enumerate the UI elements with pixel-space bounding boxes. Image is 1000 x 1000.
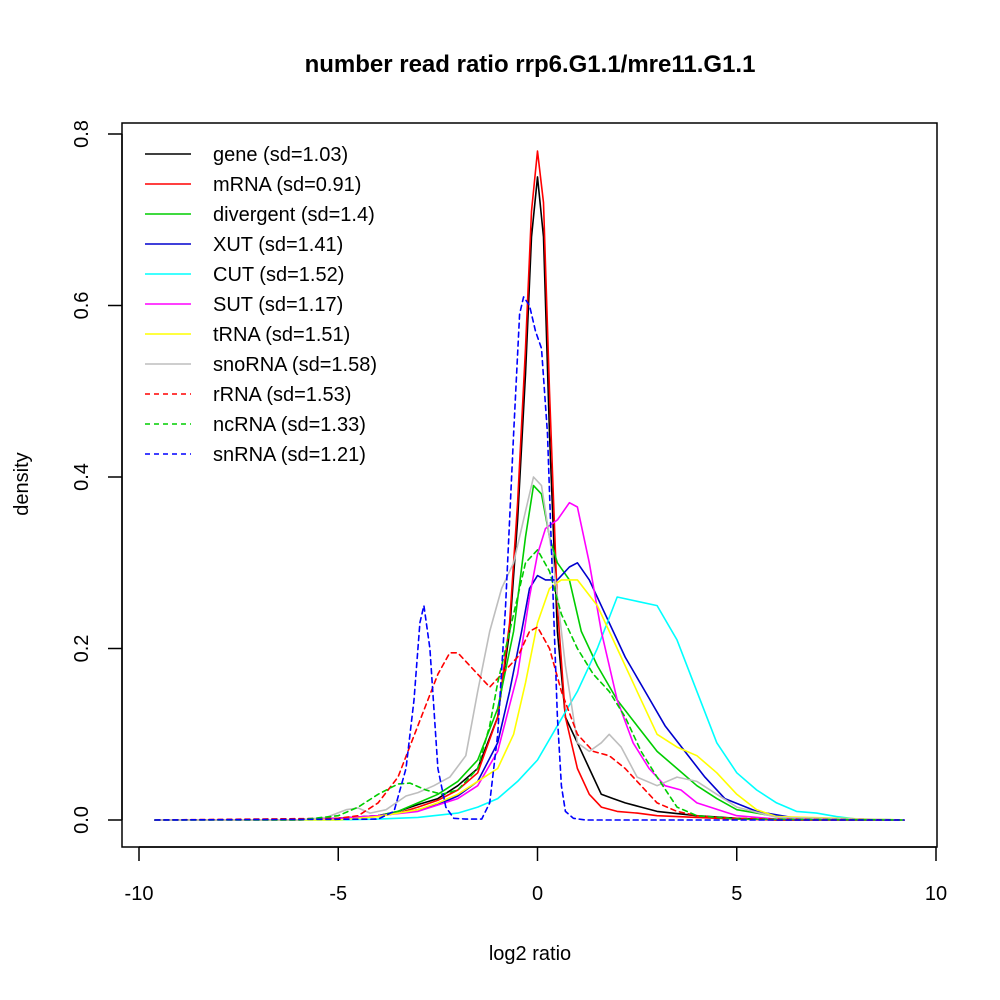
legend-label: snoRNA (sd=1.58) (213, 354, 377, 376)
y-axis: 0.0 0.2 0.4 0.6 0.8 (71, 120, 123, 834)
legend: gene (sd=1.03) mRNA (sd=0.91) divergent (s… (145, 144, 377, 466)
x-tick-label: 0 (532, 883, 543, 905)
y-axis-title: density (11, 452, 33, 515)
x-axis: -10 -5 0 5 10 (125, 846, 947, 905)
x-tick-label: 10 (925, 883, 947, 905)
legend-label: SUT (sd=1.17) (213, 294, 343, 316)
legend-label: mRNA (sd=0.91) (213, 174, 361, 196)
series-line-9 (154, 626, 905, 821)
legend-label: snRNA (sd=1.21) (213, 444, 366, 466)
chart-title: number read ratio rrp6.G1.1/mre11.G1.1 (305, 51, 756, 78)
y-tick-label: 0.2 (71, 635, 93, 663)
plot-frame (121, 122, 938, 848)
series-line-11 (154, 296, 905, 821)
y-tick-label: 0.8 (71, 120, 93, 148)
series-line-10 (154, 549, 905, 821)
series-line-1 (154, 176, 905, 821)
legend-label: divergent (sd=1.4) (213, 204, 375, 226)
series-lines (154, 150, 905, 821)
legend-label: tRNA (sd=1.51) (213, 324, 350, 346)
legend-label: rRNA (sd=1.53) (213, 384, 351, 406)
series-line-7 (154, 579, 905, 821)
y-tick-label: 0.6 (71, 292, 93, 320)
y-tick-label: 0.0 (71, 806, 93, 834)
x-axis-title: log2 ratio (489, 943, 571, 965)
series-line-8 (154, 476, 905, 821)
legend-label: XUT (sd=1.41) (213, 234, 343, 256)
series-line-6 (154, 501, 905, 821)
series-line-5 (154, 596, 905, 821)
legend-label: ncRNA (sd=1.33) (213, 414, 366, 436)
legend-label: CUT (sd=1.52) (213, 264, 344, 286)
x-tick-label: 5 (731, 883, 742, 905)
x-tick-label: -5 (329, 883, 347, 905)
series-line-2 (154, 150, 905, 821)
legend-label: gene (sd=1.03) (213, 144, 348, 166)
x-tick-label: -10 (125, 883, 154, 905)
series-line-3 (154, 484, 905, 821)
y-tick-label: 0.4 (71, 463, 93, 491)
